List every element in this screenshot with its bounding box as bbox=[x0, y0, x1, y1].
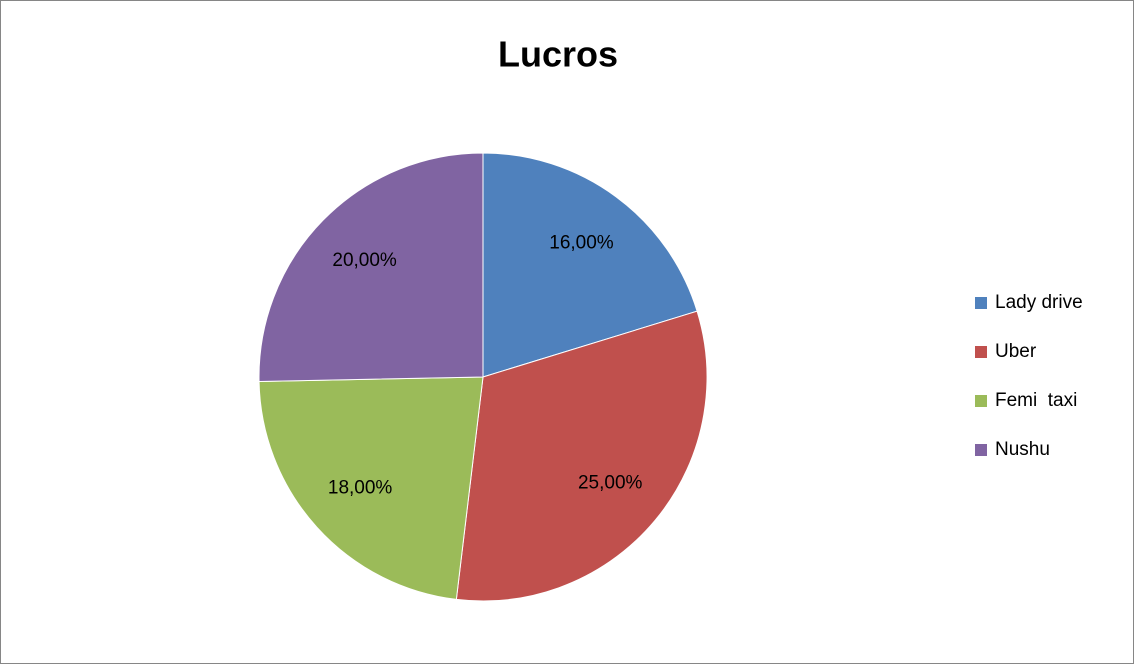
legend-label: Uber bbox=[995, 341, 1037, 362]
legend-swatch bbox=[975, 297, 987, 309]
data-label: 18,00% bbox=[328, 477, 393, 498]
legend-swatch bbox=[975, 444, 987, 456]
chart-title: Lucros bbox=[498, 34, 618, 75]
legend-label: Femi taxi bbox=[995, 390, 1077, 411]
data-label: 25,00% bbox=[578, 472, 643, 493]
legend-label: Nushu bbox=[995, 439, 1050, 460]
pie-slice bbox=[482, 152, 698, 378]
pie-slice bbox=[258, 152, 484, 382]
pie-slice bbox=[258, 376, 484, 600]
legend-label: Lady drive bbox=[995, 292, 1083, 313]
data-label: 20,00% bbox=[332, 250, 397, 271]
pie-slice bbox=[455, 310, 708, 602]
legend-swatch bbox=[975, 346, 987, 358]
legend-swatch bbox=[975, 395, 987, 407]
data-label: 16,00% bbox=[549, 233, 614, 254]
